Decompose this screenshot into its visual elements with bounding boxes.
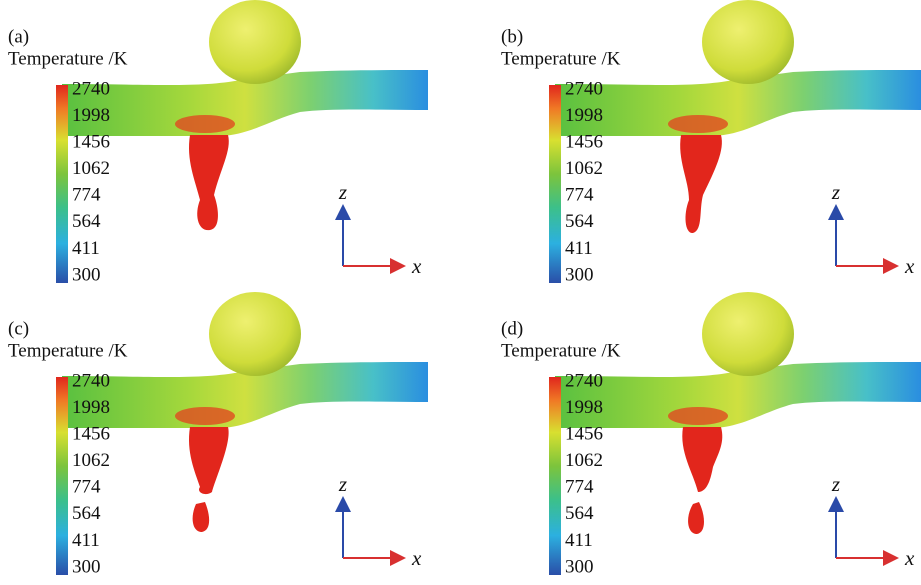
- colorbar-title: Temperature /K: [8, 340, 128, 361]
- x-axis-label: x: [411, 254, 422, 278]
- colorbar-tick-label: 564: [72, 211, 101, 232]
- tube: [555, 362, 921, 428]
- colorbar-tick-label: 1998: [72, 105, 110, 126]
- bulb: [702, 292, 794, 376]
- colorbar-tick-label: 300: [565, 264, 594, 285]
- z-axis-label: z: [831, 472, 840, 496]
- melt-drip: [189, 135, 229, 231]
- colorbar-tick-label: 1062: [565, 158, 603, 179]
- hot-zone: [668, 115, 728, 133]
- hot-zone: [668, 407, 728, 425]
- colorbar: [56, 377, 68, 575]
- bulb: [702, 0, 794, 84]
- colorbar-tick-label: 1456: [565, 132, 603, 153]
- colorbar-tick-label: 2740: [72, 370, 110, 391]
- panel-label: (a): [8, 26, 29, 47]
- colorbar-tick-label: 774: [72, 477, 101, 498]
- x-axis-label: x: [904, 254, 915, 278]
- colorbar-title: Temperature /K: [501, 48, 621, 69]
- melt-drip: [189, 427, 229, 495]
- colorbar-tick-label: 411: [565, 238, 593, 259]
- panel: (a)Temperature /K 2740 1998 1456 1062 774 564 4…: [8, 0, 428, 285]
- colorbar-tick-label: 1062: [72, 158, 110, 179]
- colorbar-tick-label: 300: [565, 556, 594, 577]
- panel: (c)Temperature /K 2740 1998 1456 1062 774 564 4…: [8, 292, 428, 577]
- colorbar-tick-label: 411: [72, 238, 100, 259]
- melt-drip: [192, 502, 210, 532]
- x-axis-label: x: [904, 546, 915, 570]
- colorbar-tick-label: 1998: [72, 397, 110, 418]
- melt-drip: [688, 502, 704, 534]
- colorbar-tick-label: 1998: [565, 105, 603, 126]
- colorbar-tick-label: 564: [565, 503, 594, 524]
- z-axis-label: z: [338, 472, 347, 496]
- colorbar-tick-label: 300: [72, 264, 101, 285]
- bulb: [209, 292, 301, 376]
- colorbar: [549, 377, 561, 575]
- colorbar-tick-label: 774: [72, 185, 101, 206]
- colorbar-tick-label: 564: [565, 211, 594, 232]
- colorbar-tick-label: 411: [72, 530, 100, 551]
- tube: [555, 70, 921, 136]
- hot-zone: [175, 407, 235, 425]
- panel: (b)Temperature /K 2740 1998 1456 1062 774 564 4…: [501, 0, 921, 285]
- colorbar-tick-label: 564: [72, 503, 101, 524]
- colorbar-tick-label: 2740: [72, 78, 110, 99]
- z-axis-label: z: [831, 180, 840, 204]
- colorbar: [56, 85, 68, 283]
- colorbar-tick-label: 1456: [565, 424, 603, 445]
- colorbar-tick-label: 1062: [565, 450, 603, 471]
- colorbar-title: Temperature /K: [8, 48, 128, 69]
- colorbar-tick-label: 1456: [72, 132, 110, 153]
- colorbar-title: Temperature /K: [501, 340, 621, 361]
- tube: [62, 362, 428, 428]
- colorbar-tick-label: 1998: [565, 397, 603, 418]
- colorbar-tick-label: 1456: [72, 424, 110, 445]
- panel-label: (b): [501, 26, 523, 47]
- colorbar-tick-label: 2740: [565, 370, 603, 391]
- colorbar: [549, 85, 561, 283]
- panel-label: (c): [8, 318, 29, 339]
- colorbar-tick-label: 2740: [565, 78, 603, 99]
- colorbar-tick-label: 1062: [72, 450, 110, 471]
- tube: [62, 70, 428, 136]
- panel-label: (d): [501, 318, 523, 339]
- colorbar-tick-label: 774: [565, 477, 594, 498]
- z-axis-label: z: [338, 180, 347, 204]
- x-axis-label: x: [411, 546, 422, 570]
- panel: (d)Temperature /K 2740 1998 1456 1062 774 564 4…: [501, 292, 921, 577]
- hot-zone: [175, 115, 235, 133]
- colorbar-tick-label: 774: [565, 185, 594, 206]
- colorbar-tick-label: 300: [72, 556, 101, 577]
- melt-drip: [682, 427, 723, 492]
- melt-drip: [680, 135, 722, 234]
- colorbar-tick-label: 411: [565, 530, 593, 551]
- bulb: [209, 0, 301, 84]
